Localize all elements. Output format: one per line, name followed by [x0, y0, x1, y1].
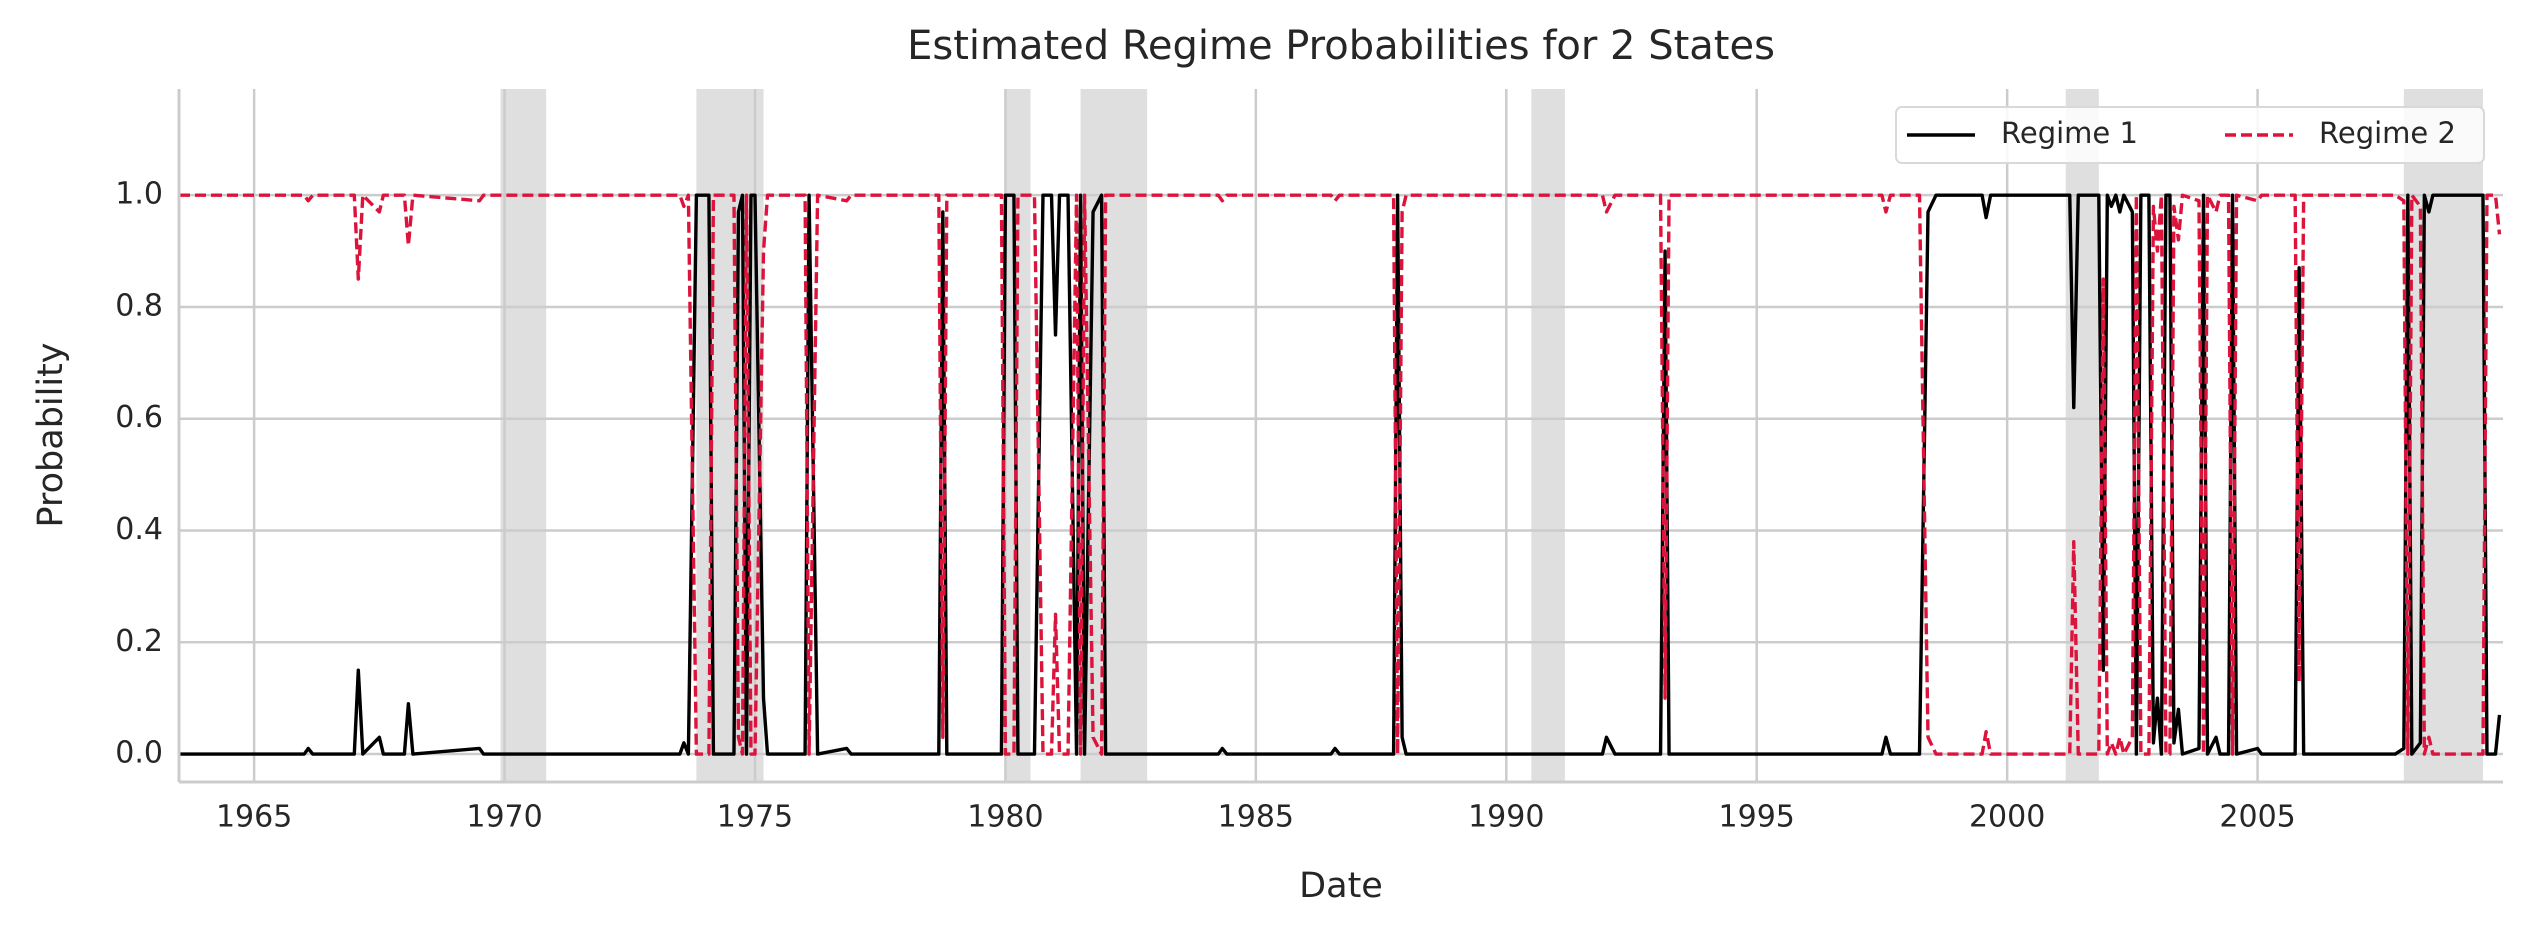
- legend: Regime 1 Regime 2: [1895, 106, 2485, 164]
- legend-label: Regime 1: [2001, 116, 2138, 150]
- x-tick-label: 1965: [216, 800, 292, 835]
- y-tick-label: 1.0: [115, 177, 163, 212]
- legend-label: Regime 2: [2319, 116, 2456, 150]
- y-tick-label: 0.6: [115, 400, 163, 435]
- y-tick-label: 0.8: [115, 288, 163, 323]
- x-tick-label: 2005: [2219, 800, 2295, 835]
- shaded-period: [1531, 89, 1565, 782]
- shaded-period: [2065, 89, 2099, 782]
- shaded-bands: [500, 89, 2483, 782]
- x-tick-label: 1970: [466, 800, 542, 835]
- y-tick-label: 0.0: [115, 736, 163, 771]
- series-line: [179, 193, 2502, 756]
- x-axis-label: Date: [1299, 866, 1383, 906]
- x-tick-label: 2000: [1969, 800, 2045, 835]
- x-tick-label: 1990: [1468, 800, 1544, 835]
- shaded-period: [696, 89, 764, 782]
- legend-box: [1895, 106, 2485, 164]
- x-tick-label: 1985: [1218, 800, 1294, 835]
- y-tick-label: 0.2: [115, 624, 163, 659]
- y-axis-label: Probability: [31, 342, 71, 527]
- shaded-period: [2403, 89, 2483, 782]
- x-tick-label: 1975: [717, 800, 793, 835]
- shaded-period: [500, 89, 547, 782]
- x-tick-label: 1995: [1719, 800, 1795, 835]
- x-tick-label: 1980: [967, 800, 1043, 835]
- lines: [179, 193, 2502, 756]
- y-tick-label: 0.4: [115, 512, 163, 547]
- chart-title: Estimated Regime Probabilities for 2 Sta…: [907, 23, 1775, 69]
